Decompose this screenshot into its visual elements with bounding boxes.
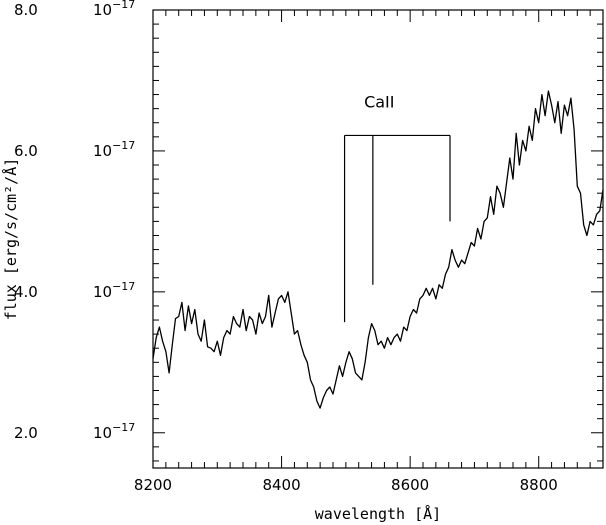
y-tick-label: 4.0 10−17 bbox=[14, 280, 135, 301]
caii-label: CaII bbox=[364, 92, 394, 111]
spectrum-line bbox=[152, 90, 604, 409]
x-tick-label: 8600 bbox=[391, 476, 429, 494]
x-tick-label: 8400 bbox=[262, 476, 300, 494]
caii-annotation: CaII bbox=[343, 92, 451, 323]
y-tick-labels: 2.0 10−17 4.0 10−17 6.0 10−17 8.0 10−17 bbox=[14, 0, 135, 442]
x-tick-label: 8200 bbox=[134, 476, 172, 494]
x-axis-label: wavelength [Å] bbox=[315, 504, 441, 523]
y-tick-label: 8.0 10−17 bbox=[14, 0, 135, 19]
y-axis-label: flux [erg/s/cm²/Å] bbox=[1, 158, 20, 321]
y-tick-label: 2.0 10−17 bbox=[14, 421, 135, 442]
axis-ticks bbox=[152, 9, 604, 468]
x-tick-labels: 8200 8400 8600 8800 bbox=[134, 476, 558, 494]
y-tick-label: 6.0 10−17 bbox=[14, 139, 135, 160]
plot-frame bbox=[152, 9, 604, 469]
x-tick-label: 8800 bbox=[520, 476, 558, 494]
